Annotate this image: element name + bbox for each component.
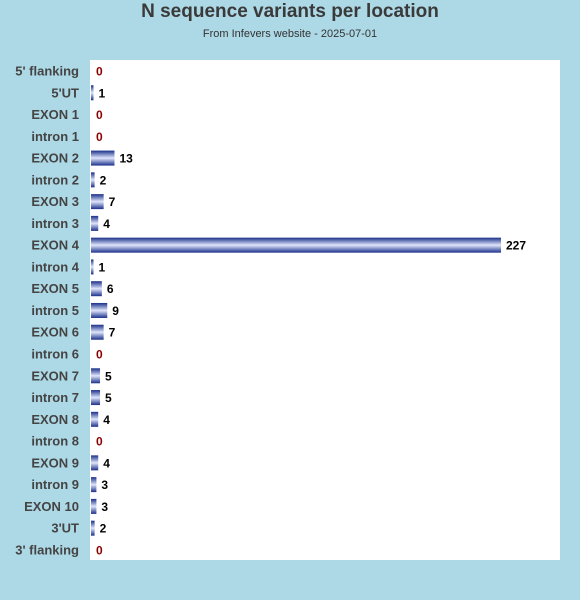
chart-title: N sequence variants per location [141, 1, 439, 22]
bar [91, 85, 94, 101]
value-label: 7 [109, 326, 116, 340]
value-label: 3 [101, 478, 108, 492]
category-label: intron 6 [31, 347, 79, 362]
bar [91, 281, 102, 297]
category-label: EXON 8 [31, 412, 79, 427]
value-label: 9 [112, 304, 119, 318]
category-label: EXON 6 [31, 325, 79, 340]
category-label: EXON 1 [31, 107, 79, 122]
bar [91, 368, 101, 384]
value-label: 7 [109, 195, 116, 209]
value-label: 4 [103, 456, 110, 470]
bar [91, 390, 101, 406]
category-label: intron 3 [31, 216, 79, 231]
bar [91, 259, 94, 275]
value-label: 2 [100, 173, 107, 187]
category-label: EXON 10 [24, 499, 79, 514]
bar [91, 324, 104, 340]
value-label: 3 [101, 500, 108, 514]
value-label: 4 [103, 413, 110, 427]
value-label: 0 [96, 348, 103, 362]
category-label: intron 4 [31, 259, 79, 274]
bar [91, 215, 99, 231]
category-label: 5' flanking [15, 64, 79, 79]
value-label: 6 [107, 282, 114, 296]
value-label: 2 [100, 522, 107, 536]
category-label: EXON 7 [31, 368, 79, 383]
bar [91, 455, 99, 471]
category-label: EXON 4 [31, 238, 79, 253]
value-label: 4 [103, 217, 110, 231]
value-label: 0 [96, 65, 103, 79]
value-label: 227 [506, 239, 526, 253]
category-label: intron 9 [31, 477, 79, 492]
bar [91, 477, 97, 493]
category-label: 3'UT [51, 521, 79, 536]
category-label: intron 2 [31, 172, 79, 187]
category-label: EXON 3 [31, 194, 79, 209]
bar [91, 150, 115, 166]
category-label: EXON 2 [31, 151, 79, 166]
plot-area [90, 60, 560, 560]
bar [91, 498, 97, 514]
category-label: intron 8 [31, 434, 79, 449]
value-label: 0 [96, 130, 103, 144]
category-label: intron 7 [31, 390, 79, 405]
value-label: 1 [99, 260, 106, 274]
bar [91, 237, 501, 253]
bar [91, 520, 95, 536]
value-label: 13 [119, 152, 133, 166]
bar [91, 194, 104, 210]
value-label: 5 [105, 391, 112, 405]
category-label: intron 1 [31, 129, 79, 144]
value-label: 0 [96, 543, 103, 557]
value-label: 0 [96, 108, 103, 122]
category-label: EXON 5 [31, 281, 79, 296]
value-label: 5 [105, 369, 112, 383]
bar [91, 302, 108, 318]
chart-subtitle: From Infevers website - 2025-07-01 [202, 28, 378, 40]
value-label: 1 [99, 86, 106, 100]
category-label: intron 5 [31, 303, 79, 318]
category-label: EXON 9 [31, 455, 79, 470]
category-label: 5'UT [51, 85, 79, 100]
bar [91, 172, 95, 188]
value-label: 0 [96, 435, 103, 449]
category-label: 3' flanking [15, 542, 79, 557]
bar [91, 411, 99, 427]
